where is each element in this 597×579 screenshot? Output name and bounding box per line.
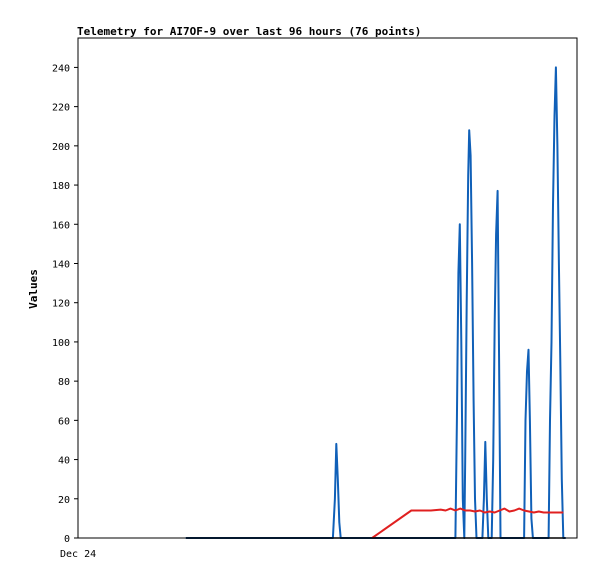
- y-tick-label: 40: [58, 456, 70, 467]
- y-tick-label: 0: [64, 534, 70, 545]
- x-tick-label: Dec 24: [60, 549, 96, 560]
- y-tick-label: 100: [52, 338, 70, 349]
- x-axis: Dec 24: [60, 549, 96, 560]
- y-tick-label: 20: [58, 495, 70, 506]
- y-tick-label: 80: [58, 377, 70, 388]
- y-tick-label: 160: [52, 220, 70, 231]
- y-tick-label: 140: [52, 259, 70, 270]
- series-line-1: [185, 66, 566, 539]
- y-tick-label: 180: [52, 181, 70, 192]
- y-tick-label: 200: [52, 142, 70, 153]
- y-axis: 0 20 40 60 80 100 120 140 160 180 200 220 240: [52, 63, 78, 545]
- plot-area-frame: [77, 37, 578, 539]
- series-layer: [185, 66, 566, 539]
- y-tick-label: 220: [52, 103, 70, 114]
- y-tick-label: 120: [52, 299, 70, 310]
- y-tick-label: 60: [58, 416, 70, 427]
- y-axis-label: Values: [27, 269, 40, 309]
- series-line-2: [371, 507, 564, 539]
- chart-title: Telemetry for AI7OF-9 over last 96 hours…: [77, 25, 421, 38]
- y-tick-label: 240: [52, 63, 70, 74]
